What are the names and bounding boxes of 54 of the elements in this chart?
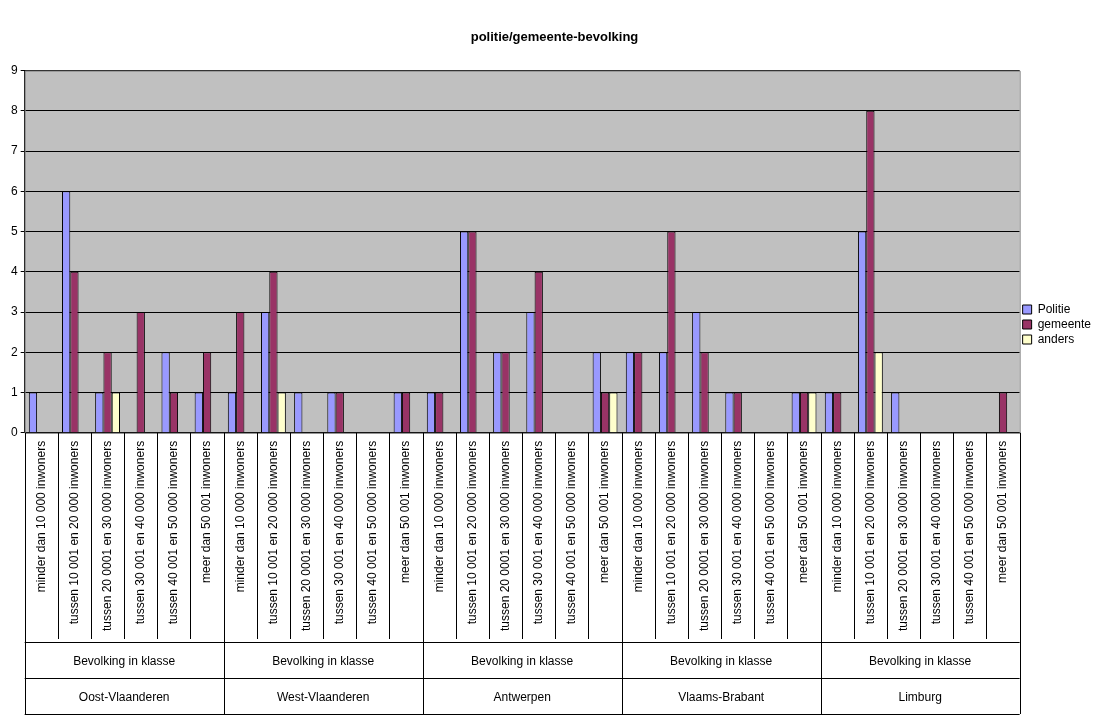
y-tick-label: 5 <box>10 223 18 238</box>
x-tick-label: tussen 20 0001 en 30 000 inwoners <box>298 440 313 632</box>
x-tick-label: tussen 30 001 en 40 000 inwoners <box>531 440 546 625</box>
y-tick-label: 6 <box>10 183 18 198</box>
x-tick-label: tussen 30 001 en 40 000 inwoners <box>730 440 745 625</box>
x-tick-label: tussen 10 001 en 20 000 inwoners <box>862 440 877 625</box>
y-tick-label: 4 <box>10 264 18 279</box>
x-tick-label: minder dan 10 000 inwoners <box>630 440 645 593</box>
text: Bevolking in klasse <box>73 654 176 669</box>
x-tick-label: minder dan 10 000 inwoners <box>232 440 247 593</box>
chart-title: politie/gemeente-bevolking <box>470 29 639 45</box>
x-tick-label: tussen 30 001 en 40 000 inwoners <box>332 440 347 625</box>
text: Vlaams-Brabant <box>678 690 765 705</box>
x-tick-label: tussen 10 001 en 20 000 inwoners <box>464 440 479 625</box>
x-tick-label: tussen 40 001 en 50 000 inwoners <box>365 440 380 625</box>
text: Bevolking in klasse <box>272 654 375 669</box>
x-tick-label: tussen 10 001 en 20 000 inwoners <box>265 440 280 625</box>
x-tick-label: tussen 30 001 en 40 000 inwoners <box>133 440 148 625</box>
x-tick-label: tussen 20 0001 en 30 000 inwoners <box>895 440 910 632</box>
text: Bevolking in klasse <box>869 654 972 669</box>
x-tick-label: minder dan 10 000 inwoners <box>33 440 48 593</box>
x-tick-label: tussen 10 001 en 20 000 inwoners <box>66 440 81 625</box>
text: Limburg <box>898 690 942 705</box>
x-tick-label: tussen 40 001 en 50 000 inwoners <box>763 440 778 625</box>
y-tick-label: 3 <box>10 304 18 319</box>
x-tick-label: meer dan 50 001 inwoners <box>398 440 413 583</box>
y-tick-label: 2 <box>10 344 18 359</box>
legend-label: gemeente <box>1037 316 1092 331</box>
text: Bevolking in klasse <box>471 654 574 669</box>
x-tick-label: tussen 40 001 en 50 000 inwoners <box>962 440 977 625</box>
y-tick-label: 9 <box>10 62 18 77</box>
x-tick-label: tussen 10 001 en 20 000 inwoners <box>663 440 678 625</box>
text: Bevolking in klasse <box>670 654 773 669</box>
x-tick-label: minder dan 10 000 inwoners <box>431 440 446 593</box>
y-tick-label: 0 <box>10 425 18 440</box>
text: West-Vlaanderen <box>276 690 370 705</box>
y-tick-label: 7 <box>10 143 18 158</box>
y-tick-label: 1 <box>10 384 18 399</box>
x-tick-label: tussen 20 0001 en 30 000 inwoners <box>696 440 711 632</box>
text: Antwerpen <box>493 690 551 705</box>
legend-label: anders <box>1037 331 1075 346</box>
legend-label: Politie <box>1037 301 1071 316</box>
x-tick-label: tussen 20 0001 en 30 000 inwoners <box>99 440 114 632</box>
x-tick-label: tussen 40 001 en 50 000 inwoners <box>166 440 181 625</box>
x-tick-label: tussen 20 0001 en 30 000 inwoners <box>497 440 512 632</box>
x-tick-label: meer dan 50 001 inwoners <box>199 440 214 583</box>
x-tick-label: tussen 40 001 en 50 000 inwoners <box>564 440 579 625</box>
y-tick-label: 8 <box>10 103 18 118</box>
x-tick-label: tussen 30 001 en 40 000 inwoners <box>929 440 944 625</box>
x-tick-label: meer dan 50 001 inwoners <box>597 440 612 583</box>
x-tick-label: minder dan 10 000 inwoners <box>829 440 844 593</box>
x-tick-label: meer dan 50 001 inwoners <box>796 440 811 583</box>
x-tick-label: meer dan 50 001 inwoners <box>995 440 1010 583</box>
text: Oost-Vlaanderen <box>78 690 170 705</box>
